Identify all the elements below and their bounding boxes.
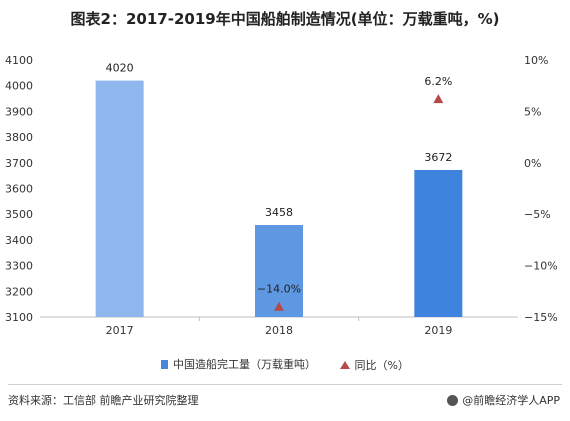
legend-item-line: 同比（%） xyxy=(339,357,409,373)
growth-value-label: 6.2% xyxy=(424,75,452,88)
left-axis-tick-label: 3500 xyxy=(5,208,33,221)
brand-logo-icon xyxy=(447,394,459,406)
x-axis-tick-label: 2017 xyxy=(106,324,134,337)
bar-value-label: 3672 xyxy=(424,151,452,164)
x-axis-tick-label: 2018 xyxy=(265,324,293,337)
bar-2018 xyxy=(255,224,303,317)
x-axis-tick-label: 2019 xyxy=(424,324,452,337)
legend-line-label: 同比（%） xyxy=(354,358,409,372)
bar-2017 xyxy=(95,80,144,317)
left-axis-tick-label: 3200 xyxy=(5,285,33,298)
right-axis-tick-label: −15% xyxy=(524,311,558,324)
footer-divider xyxy=(8,384,562,385)
brand-credit: @前瞻经济学人APP xyxy=(447,392,560,408)
left-axis-tick-label: 3900 xyxy=(5,105,33,118)
bar-value-label: 3458 xyxy=(265,206,293,219)
left-axis-tick-label: 3300 xyxy=(5,260,33,273)
growth-value-label: −14.0% xyxy=(257,283,301,296)
source-note: 资料来源：工信部 前瞻产业研究院整理 xyxy=(8,394,199,407)
left-axis-tick-label: 4100 xyxy=(5,54,33,67)
right-axis-tick-label: 5% xyxy=(524,105,541,118)
legend-bar-swatch xyxy=(161,359,169,369)
left-axis-tick-label: 3800 xyxy=(5,131,33,144)
left-axis-tick-label: 3700 xyxy=(5,157,33,170)
chart-title: 图表2：2017-2019年中国船舶制造情况(单位：万载重吨，%) xyxy=(70,10,500,28)
left-axis-tick-label: 3600 xyxy=(5,183,33,196)
legend-triangle-swatch xyxy=(339,360,350,369)
legend: 中国造船完工量（万载重吨） 同比（%） xyxy=(0,356,570,373)
bar-2019 xyxy=(414,169,463,317)
growth-marker-2018 xyxy=(274,301,284,311)
growth-marker-2019 xyxy=(433,94,444,104)
left-axis-tick-label: 3400 xyxy=(5,234,33,247)
right-axis-tick-label: 0% xyxy=(524,157,541,170)
legend-bar-label: 中国造船完工量（万载重吨） xyxy=(173,358,317,371)
left-axis-tick-label: 3100 xyxy=(5,311,33,324)
brand-text: @前瞻经济学人APP xyxy=(462,394,560,407)
legend-item-bar: 中国造船完工量（万载重吨） xyxy=(161,356,316,372)
right-axis-tick-label: −5% xyxy=(524,208,551,221)
right-axis-tick-label: 10% xyxy=(524,54,548,67)
right-axis-tick-label: −10% xyxy=(524,260,558,273)
left-axis-tick-label: 4000 xyxy=(5,80,33,93)
bar-value-label: 4020 xyxy=(106,62,134,75)
